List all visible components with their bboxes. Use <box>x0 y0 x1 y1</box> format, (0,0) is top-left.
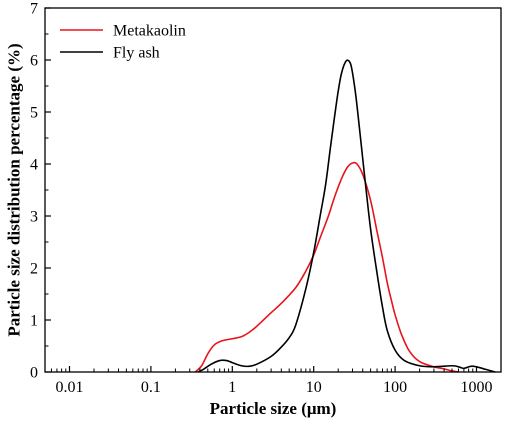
y-tick-label: 3 <box>30 209 38 226</box>
y-tick-label: 6 <box>30 53 38 70</box>
plot-frame <box>44 7 502 373</box>
series-line-fly-ash <box>197 59 496 373</box>
x-tick-label: 10 <box>306 379 322 396</box>
x-tick-label: 1 <box>228 379 236 396</box>
y-axis-title: Particle size distribution percentage (%… <box>5 43 24 336</box>
x-tick-label: 100 <box>383 379 407 396</box>
y-tick-label: 4 <box>30 157 38 174</box>
x-axis-title: Particle size (μm) <box>210 399 337 418</box>
y-tick-label: 5 <box>30 105 38 122</box>
y-tick-label: 2 <box>30 261 38 278</box>
y-tick-label: 0 <box>30 365 38 382</box>
axis-layer: 0 1 2 3 4 5 6 7 0.01 0.1 1 10 100 1000 <box>30 1 492 397</box>
series-layer <box>194 59 496 373</box>
legend-label-fly-ash: Fly ash <box>113 45 160 62</box>
y-tick-label: 7 <box>30 1 38 18</box>
y-tick-label: 1 <box>30 313 38 330</box>
legend-label-metakaolin: Metakaolin <box>113 23 186 40</box>
series-line-metakaolin <box>194 161 459 373</box>
legend: Metakaolin Fly ash <box>60 23 186 62</box>
x-tick-label: 0.1 <box>141 379 161 396</box>
x-tick-label: 0.01 <box>56 379 84 396</box>
x-tick-label: 1000 <box>460 379 492 396</box>
